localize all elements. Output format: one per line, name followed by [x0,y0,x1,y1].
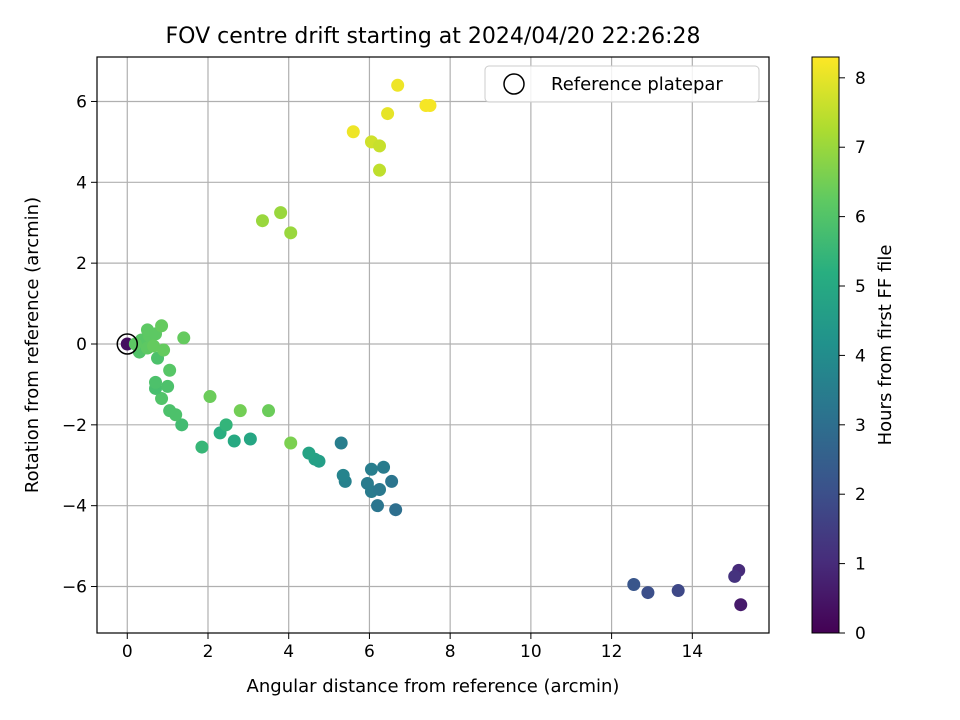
data-point [128,337,142,351]
data-point [233,404,247,418]
colorbar-ticks: 0 1 2 3 4 5 6 7 8 [839,69,866,644]
colorbar-gradient [811,56,840,634]
colorbar-tick-label: 1 [855,555,866,575]
colorbar-tick-label: 8 [855,69,866,89]
y-tick-label: 0 [76,335,87,355]
data-point [627,577,641,591]
data-point [163,363,177,377]
chart-title: FOV centre drift starting at 2024/04/20 … [166,24,701,49]
data-point [373,483,387,497]
data-point [284,436,298,450]
y-axis: −6 −4 −2 0 2 4 6 [62,92,97,598]
x-tick-label: 8 [445,642,456,662]
legend: Reference platepar [484,65,760,103]
data-point [423,99,437,113]
data-point [155,319,169,333]
data-point [391,78,405,92]
data-point [163,404,177,418]
data-point [157,343,171,357]
y-tick-label: 2 [76,254,87,274]
colorbar-tick-label: 3 [855,416,866,436]
x-tick-label: 10 [520,642,542,662]
x-axis-label: Angular distance from reference (arcmin) [247,676,620,697]
colorbar-label: Hours from first FF file [875,245,896,446]
legend-reference-marker [503,73,525,95]
data-point [728,569,742,583]
data-point [274,206,288,220]
y-tick-label: −4 [62,497,87,517]
colorbar-tick-label: 5 [855,277,866,297]
data-point [381,107,395,121]
data-point [641,586,655,600]
data-point [385,474,399,488]
reference-platepar-marker [116,333,139,355]
colorbar-tick-label: 2 [855,485,866,505]
x-tick-label: 6 [364,642,375,662]
x-tick-label: 12 [601,642,623,662]
data-point [377,460,391,474]
data-point [203,390,217,404]
legend-box [484,65,760,103]
x-tick-label: 4 [283,642,294,662]
data-point [147,339,161,353]
colorbar-tick-label: 7 [855,138,866,158]
colorbar: 0 1 2 3 4 5 6 7 8 Hours from first FF file [811,56,896,644]
data-point [734,598,748,612]
colorbar-tick-label: 6 [855,208,866,228]
data-point [302,446,316,460]
data-point [227,434,241,448]
legend-entry-reference: Reference platepar [551,74,723,95]
reference-marker-layer [116,333,139,355]
data-point [364,462,378,476]
x-tick-label: 14 [681,642,703,662]
y-tick-label: −6 [62,578,87,598]
data-point [373,139,387,153]
colorbar-tick-label: 4 [855,346,866,366]
y-axis-label: Rotation from reference (arcmin) [22,197,43,493]
data-point [262,404,276,418]
data-point [149,375,163,389]
x-tick-label: 0 [122,642,133,662]
data-point [177,331,191,345]
colorbar-tick-label: 0 [855,624,866,644]
x-tick-label: 2 [203,642,214,662]
data-point [336,468,350,482]
data-point [371,499,385,513]
y-tick-label: 4 [76,173,87,193]
data-point [161,379,175,393]
data-point [175,418,189,432]
data-point [243,432,257,446]
data-point [671,584,685,598]
data-point [389,503,403,517]
data-point [255,214,269,228]
data-point [155,392,169,406]
data-point [360,476,374,490]
y-tick-label: 6 [76,92,87,112]
data-point [373,163,387,177]
x-axis: 0 2 4 6 8 10 12 14 [122,633,703,662]
y-tick-label: −2 [62,416,87,436]
data-point [284,226,298,240]
data-point [346,125,360,139]
grid-lines [97,57,769,633]
data-point [334,436,348,450]
data-point [195,440,209,454]
plot-frame [96,56,770,634]
data-points [120,78,748,612]
data-point [219,418,233,432]
